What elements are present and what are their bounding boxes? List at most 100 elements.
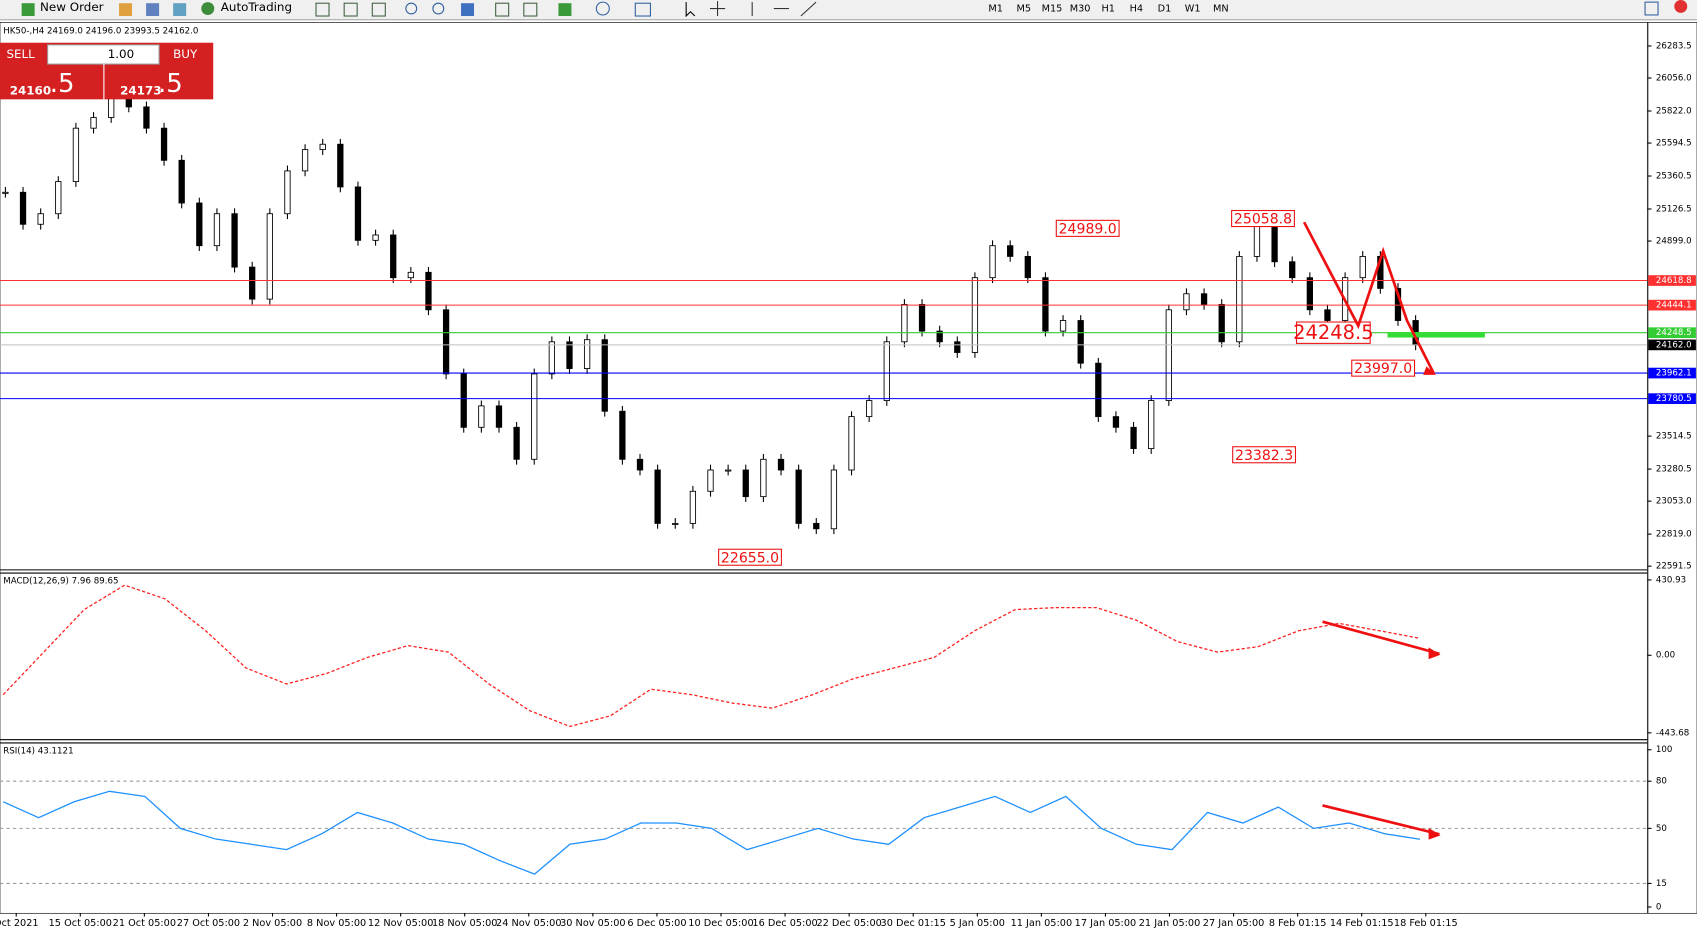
y-tick-label: 22591.5 — [1656, 562, 1692, 572]
candle — [249, 266, 256, 300]
sell-button[interactable]: SELL — [6, 47, 35, 61]
timeframe-button[interactable]: MN — [1213, 4, 1229, 15]
indicator-icon[interactable] — [558, 3, 572, 17]
candle — [1042, 277, 1049, 332]
candle — [513, 426, 520, 460]
search-icon[interactable] — [1644, 1, 1659, 16]
y-tick-label: 23053.0 — [1656, 497, 1692, 507]
y-tick-label: 24899.0 — [1656, 237, 1692, 247]
new-order-icon[interactable] — [21, 3, 35, 17]
price-annotation: 23997.0 — [1354, 361, 1412, 377]
timeframe-button[interactable]: D1 — [1158, 4, 1172, 15]
level-label: 24248.5 — [1656, 328, 1692, 338]
lot-input[interactable] — [47, 44, 160, 65]
tool-icon[interactable] — [315, 2, 330, 17]
template-icon[interactable] — [634, 2, 651, 17]
candle — [495, 405, 503, 428]
candle — [55, 181, 62, 215]
lot-value[interactable]: 1.00 — [108, 47, 134, 61]
level-tag — [1648, 339, 1696, 351]
x-tick-label: Oct 2021 — [0, 918, 39, 929]
y-tick-label: 22819.0 — [1656, 530, 1692, 540]
x-tick-label: 21 Jan 05:00 — [1139, 918, 1201, 929]
tile-icon[interactable] — [461, 3, 475, 17]
price-annotation: 24248.5 — [1293, 321, 1374, 344]
rsi-arrow — [1322, 804, 1440, 836]
candle — [795, 469, 802, 524]
x-tick-label: 2 Nov 05:00 — [243, 918, 302, 929]
candle — [566, 341, 573, 369]
timeframe-button[interactable]: H1 — [1101, 4, 1114, 15]
x-tick-label: 17 Jan 05:00 — [1075, 918, 1137, 929]
timeframe-button[interactable]: M1 — [988, 4, 1003, 15]
notification-icon[interactable] — [1674, 0, 1688, 13]
candle — [90, 117, 97, 129]
candle — [1236, 255, 1243, 343]
candle — [178, 159, 185, 204]
cursor-icon[interactable] — [685, 2, 696, 18]
level-label: 24444.1 — [1656, 301, 1692, 311]
timeframe-button[interactable]: M15 — [1042, 4, 1063, 15]
timeframe-button[interactable]: W1 — [1185, 4, 1201, 15]
crosshair-icon[interactable] — [709, 1, 726, 17]
candle — [1007, 245, 1014, 257]
ask-pip: .5 — [158, 69, 183, 99]
level-label: 24618.8 — [1656, 276, 1692, 286]
toolbar — [0, 0, 1697, 20]
candle — [196, 202, 203, 247]
tool-icon[interactable] — [119, 3, 133, 17]
autotrading-icon[interactable] — [201, 2, 215, 15]
y-tick-label: -443.68 — [1656, 728, 1689, 738]
candle — [1289, 261, 1296, 279]
candle — [1077, 320, 1084, 364]
timeframe-button[interactable]: M30 — [1070, 4, 1091, 15]
price-annotation: 24989.0 — [1059, 221, 1117, 237]
y-tick-label: 26056.0 — [1656, 74, 1692, 84]
candle — [284, 170, 291, 215]
candle — [636, 458, 644, 471]
autotrading-button[interactable]: AutoTrading — [221, 0, 292, 14]
candle — [654, 469, 661, 524]
trendline-icon[interactable] — [800, 1, 817, 17]
order-panel: SELL 1.00 BUY 24160 .5 24173 .5 — [0, 42, 214, 100]
candle — [319, 143, 326, 151]
price-annotation-box — [1055, 219, 1120, 237]
zoom-in[interactable] — [405, 2, 418, 15]
tool-icon[interactable] — [146, 3, 160, 17]
candle — [583, 339, 591, 369]
y-tick-label: 25126.5 — [1656, 205, 1692, 215]
y-tick-label: 15 — [1656, 879, 1667, 889]
tool-icon[interactable] — [371, 2, 386, 17]
tool-icon[interactable] — [523, 2, 538, 17]
timeframe-button[interactable]: H4 — [1130, 4, 1143, 15]
plot: M1 M5 M15 M30 H1 H4 D1 W1 MN Oct 2021 15 Oct 05:00… — [0, 4, 1696, 929]
candle — [1359, 255, 1366, 279]
timeframe-button[interactable]: M5 — [1017, 4, 1032, 15]
period-icon[interactable] — [595, 1, 610, 16]
price-annotation: 25058.8 — [1234, 212, 1292, 228]
candle — [1095, 362, 1102, 418]
x-tick-label: 18 Feb 01:15 — [1394, 918, 1458, 929]
tool-icon[interactable] — [343, 2, 358, 17]
candle — [813, 522, 820, 530]
candle — [1130, 426, 1137, 450]
candle — [1059, 320, 1067, 332]
trend-arrow — [1302, 221, 1436, 375]
x-tick-label: 21 Oct 05:00 — [113, 918, 176, 929]
y-tick-label: 80 — [1656, 777, 1667, 787]
tool-icon[interactable] — [173, 3, 187, 17]
y-tick-label: 100 — [1656, 745, 1673, 755]
candle — [1024, 255, 1031, 279]
bid-pip: .5 — [50, 69, 75, 99]
tool-icons — [119, 0, 1688, 18]
candle — [425, 271, 432, 311]
candle — [1306, 277, 1313, 311]
buy-button[interactable]: BUY — [173, 47, 198, 61]
candle — [954, 341, 961, 353]
candle — [936, 330, 943, 343]
pane-title: RSI(14) 43.1121 — [3, 746, 73, 756]
new-order-button[interactable]: New Order — [40, 0, 104, 14]
tool-icon[interactable] — [495, 2, 510, 17]
zoom-out[interactable] — [432, 2, 445, 15]
